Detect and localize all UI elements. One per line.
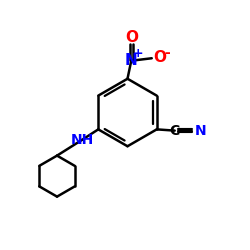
Text: +: + bbox=[133, 47, 143, 60]
Text: -: - bbox=[164, 46, 170, 60]
Text: O: O bbox=[153, 50, 166, 64]
Text: NH: NH bbox=[70, 133, 94, 147]
Text: N: N bbox=[194, 124, 206, 138]
Text: C: C bbox=[170, 124, 180, 138]
Text: O: O bbox=[125, 30, 138, 45]
Text: N: N bbox=[125, 53, 138, 68]
